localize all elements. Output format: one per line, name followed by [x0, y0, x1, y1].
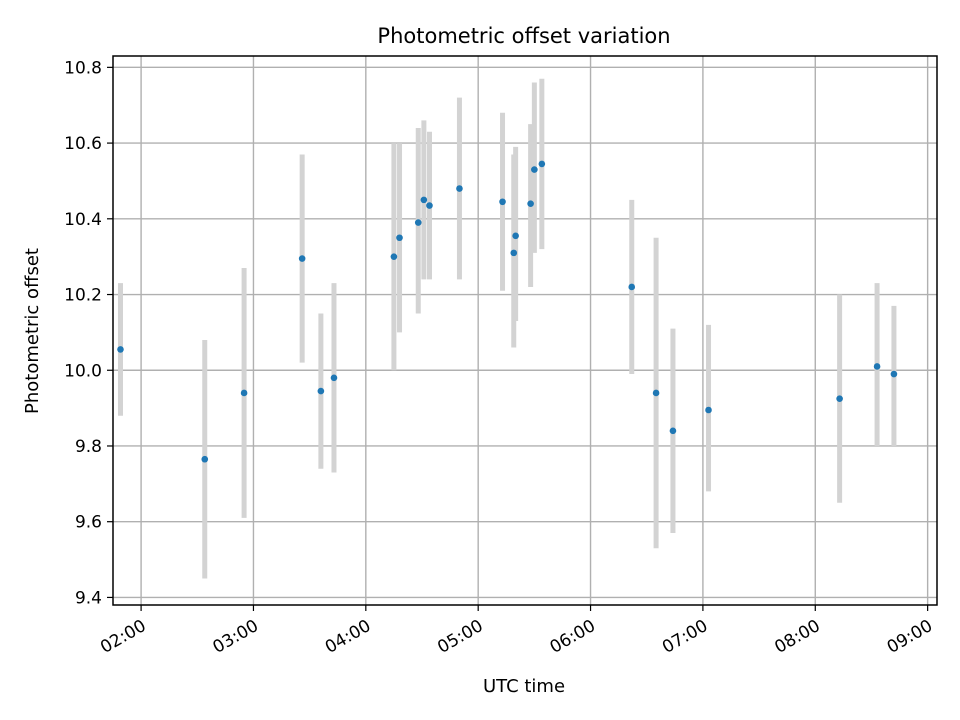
data-point	[628, 283, 636, 291]
y-tick-label: 9.6	[75, 513, 102, 533]
data-point	[512, 232, 519, 240]
data-point	[390, 253, 398, 260]
data-point	[456, 185, 463, 192]
data-point	[317, 387, 325, 395]
data-point	[499, 198, 506, 206]
x-axis-title: UTC time	[483, 676, 565, 697]
data-point	[873, 363, 881, 370]
y-tick-label: 10.0	[64, 361, 102, 381]
data-point	[420, 196, 428, 204]
y-tick-label: 9.4	[75, 588, 102, 608]
data-point	[396, 234, 403, 242]
data-point	[705, 406, 712, 414]
y-axis: 9.4 9.6 9.8 10.0 10.2 10.4 10.6 10.8	[64, 58, 113, 608]
data-point	[652, 389, 660, 397]
data-points	[117, 160, 898, 463]
y-tick-label: 10.6	[64, 134, 102, 154]
plot-area-frame	[112, 55, 938, 606]
data-point	[527, 200, 534, 207]
y-tick-label: 10.8	[64, 58, 102, 78]
y-tick-label: 10.4	[64, 210, 102, 230]
y-axis-title: Photometric offset	[22, 248, 43, 414]
data-point	[240, 389, 248, 397]
data-point	[201, 455, 209, 463]
data-point	[531, 166, 538, 173]
y-tick-label: 10.2	[64, 286, 102, 306]
data-point	[890, 370, 898, 378]
data-point	[426, 202, 433, 209]
data-point	[836, 395, 843, 402]
data-point	[117, 346, 124, 353]
data-point	[330, 374, 338, 382]
data-point	[669, 427, 677, 435]
data-point	[510, 249, 518, 257]
grid-lines	[113, 56, 937, 605]
chart-title: Photometric offset variation	[377, 24, 670, 48]
y-tick-label: 9.8	[75, 437, 102, 457]
data-point	[298, 255, 306, 262]
data-point	[538, 160, 546, 168]
data-point	[414, 219, 422, 226]
